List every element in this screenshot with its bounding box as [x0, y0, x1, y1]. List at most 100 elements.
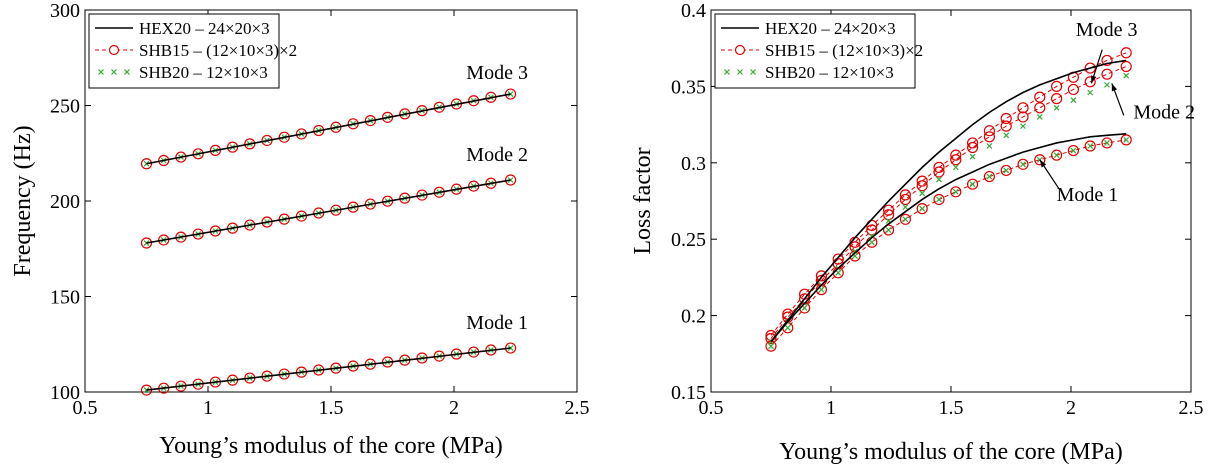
- legend-entry-label: SHB15 – (12×10×3)×2: [765, 41, 923, 60]
- shb15-marker: [1017, 102, 1029, 114]
- x-tick-label: 2: [1066, 397, 1076, 419]
- shb20-marker: [1104, 81, 1110, 88]
- shb20-marker: [1003, 132, 1010, 139]
- shb15-marker: [815, 270, 828, 282]
- shb20-marker-stroke: [952, 188, 959, 195]
- shb20-marker-stroke: [885, 217, 892, 224]
- tick-layer: 0.5 1 1.5 2 2.5 0.15 0.2 0.25 0.3 0.35 0.4: [671, 0, 1204, 419]
- shb20-marker: [852, 248, 858, 255]
- shb20-marker: [1053, 104, 1060, 111]
- series-layer: [765, 47, 1132, 352]
- shb15-marker: [140, 158, 153, 170]
- shb20-marker: [1036, 114, 1043, 120]
- shb20-marker-stroke: [969, 181, 976, 188]
- legend-marker-sample: [750, 69, 756, 75]
- shb15-marker: [882, 204, 895, 216]
- shb15-marker: [899, 193, 912, 206]
- shb15-marker: [504, 88, 517, 100]
- shb15-marker: [1101, 54, 1113, 67]
- x-axis-label: Young’s modulus of the core (MPa): [779, 439, 1123, 465]
- shb15-marker: [950, 149, 962, 161]
- shb15-marker: [933, 161, 945, 173]
- y-tick-label: 0.4: [681, 0, 706, 22]
- y-tick-label: 200: [50, 191, 80, 213]
- x-tick-label: 2.5: [565, 397, 590, 419]
- shb20-marker: [969, 181, 976, 188]
- shb20-marker-stroke: [852, 248, 858, 255]
- shb15-marker: [1067, 83, 1080, 96]
- shb20-marker-stroke: [768, 343, 774, 350]
- shb20-marker-stroke: [1036, 114, 1043, 120]
- y-tick-label: 250: [50, 96, 80, 118]
- shb15-marker: [278, 213, 290, 225]
- shb20-marker-stroke: [1053, 152, 1060, 159]
- shb20-marker: [969, 153, 976, 160]
- shb20-marker: [768, 343, 774, 350]
- annotation-arrowhead: [1111, 83, 1118, 92]
- shb20-marker: [835, 269, 842, 276]
- shb15-marker: [899, 213, 912, 225]
- shb15-marker: [504, 174, 517, 186]
- legend-marker-sample: [724, 69, 730, 75]
- annotation-arrowhead: [1039, 159, 1047, 168]
- legend-marker-stroke: [737, 69, 743, 75]
- x-tick-label: 1: [203, 397, 213, 419]
- shb20-marker-stroke: [852, 253, 858, 259]
- y-tick-label: 300: [50, 0, 80, 22]
- mode-annotation: Mode 1: [466, 312, 528, 334]
- shb15-marker: [882, 224, 895, 236]
- legend-marker-stroke: [124, 69, 130, 75]
- shb20-marker: [902, 216, 909, 223]
- shb15-dashed-line: [770, 52, 1127, 336]
- shb15-marker: [1017, 111, 1029, 123]
- shb20-marker: [1003, 167, 1010, 174]
- shb15-marker: [192, 148, 204, 160]
- shb20-marker-stroke: [1087, 89, 1094, 96]
- shb20-marker: [1123, 72, 1130, 79]
- shb15-marker: [983, 131, 996, 143]
- x-tick-label: 1: [826, 397, 836, 419]
- shb20-marker-stroke: [801, 305, 808, 311]
- loss-factor-chart: 0.5 1 1.5 2 2.50.150.20.250.30.350.4 Mode 3M…: [630, 0, 1204, 465]
- shb15-marker: [1034, 102, 1046, 114]
- shb15-marker: [244, 138, 256, 150]
- shb20-marker: [868, 233, 875, 240]
- shb15-marker: [933, 193, 945, 206]
- shb20-marker-stroke: [885, 227, 892, 233]
- hex20-line: [770, 132, 1127, 343]
- annotation-arrowhead: [1091, 75, 1097, 84]
- shb20-marker-stroke: [1020, 123, 1026, 130]
- annotation-layer: Mode 3 Mode 2 Mode 1: [1039, 19, 1195, 206]
- mode-annotation: Mode 3: [1076, 19, 1138, 41]
- legend: HEX20 – 24×20×3 SHB15 – (12×10×3)×2 SHB20 …: [714, 13, 923, 89]
- y-tick-label: 0.15: [671, 382, 706, 404]
- shb20-marker: [507, 177, 514, 183]
- shb20-marker: [986, 143, 993, 149]
- shb20-marker-stroke: [936, 196, 942, 203]
- y-axis-label: Frequency (Hz): [10, 125, 36, 276]
- x-tick-label: 0.5: [73, 397, 98, 419]
- shb20-marker-stroke: [1123, 72, 1130, 79]
- x-tick-label: 0.5: [699, 397, 724, 419]
- shb20-marker-stroke: [784, 324, 791, 331]
- shb20-marker: [1104, 140, 1110, 146]
- shb15-marker: [983, 125, 996, 137]
- shb20-marker-stroke: [969, 153, 976, 160]
- legend-marker-stroke: [98, 69, 104, 75]
- shb20-marker-stroke: [986, 143, 993, 149]
- shb20-marker: [952, 188, 959, 195]
- x-axis-label: Young’s modulus of the core (MPa): [159, 433, 503, 459]
- shb15-marker: [1000, 120, 1012, 132]
- shb20-marker: [868, 239, 875, 246]
- shb15-marker: [1067, 144, 1080, 157]
- shb15-marker: [227, 141, 239, 153]
- shb20-marker-stroke: [1104, 81, 1110, 88]
- shb20-marker: [507, 345, 514, 351]
- legend-entry-label: HEX20 – 24×20×3: [765, 19, 896, 38]
- shb15-marker: [1084, 62, 1096, 74]
- shb20-marker: [919, 205, 926, 212]
- shb20-marker: [885, 227, 892, 233]
- y-tick-label: 100: [50, 382, 80, 404]
- shb15-marker: [1000, 164, 1012, 177]
